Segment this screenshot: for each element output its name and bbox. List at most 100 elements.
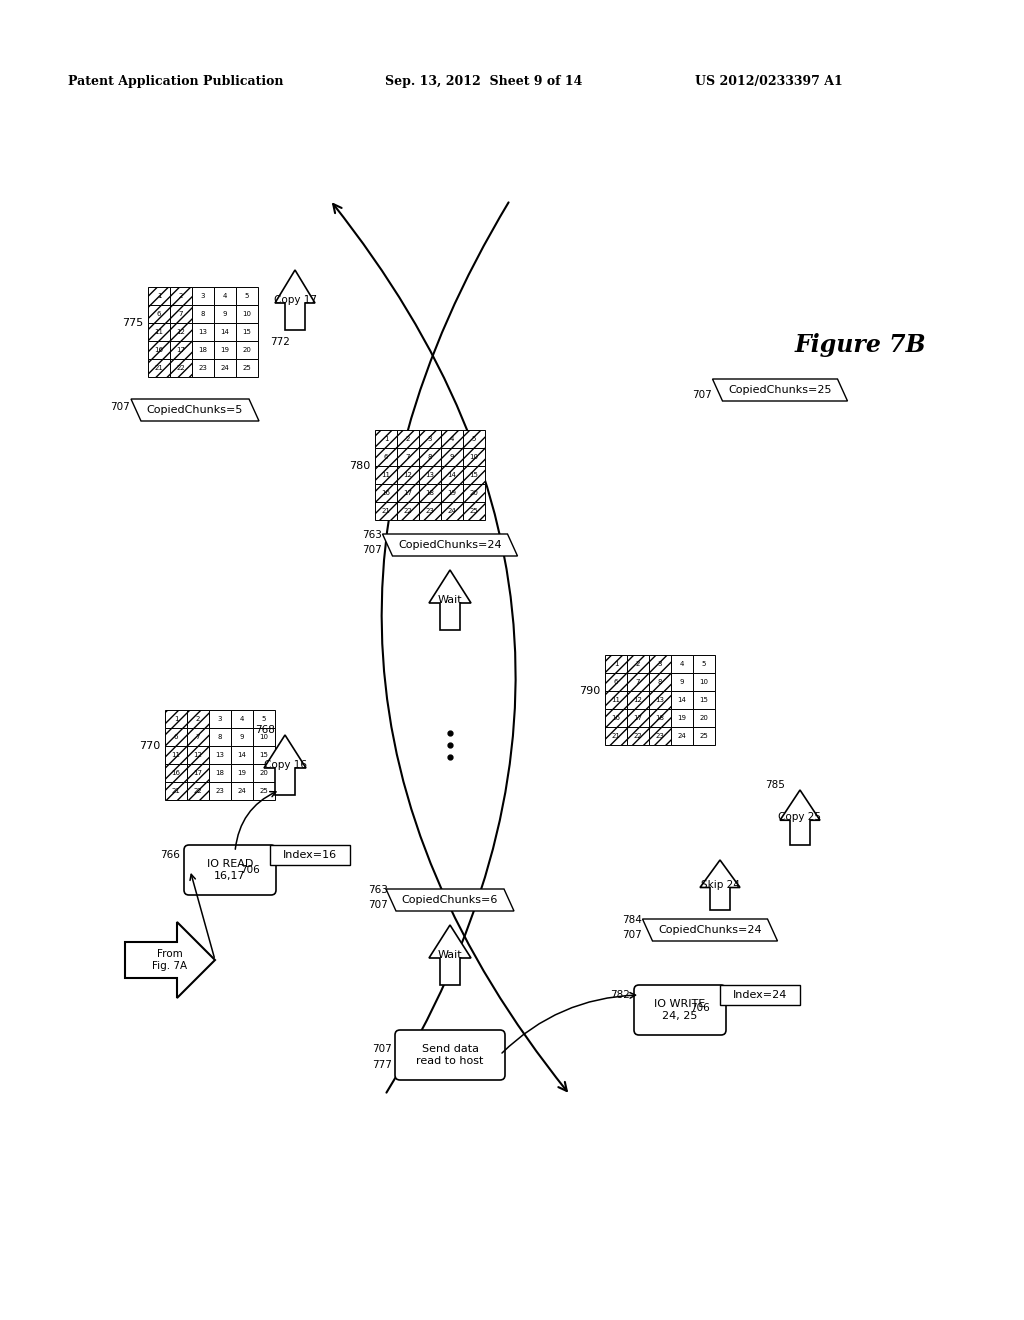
- Text: 707: 707: [373, 1044, 392, 1053]
- Text: Skip 24: Skip 24: [700, 880, 739, 890]
- Bar: [605, 673, 627, 690]
- Text: 9: 9: [240, 734, 245, 741]
- Bar: [419, 447, 441, 466]
- Text: 25: 25: [260, 788, 268, 795]
- Bar: [170, 305, 193, 323]
- Text: 24: 24: [678, 733, 686, 739]
- Text: 707: 707: [362, 545, 382, 554]
- Text: 19: 19: [238, 770, 247, 776]
- Text: 8: 8: [657, 678, 663, 685]
- Bar: [419, 502, 441, 520]
- Bar: [649, 673, 671, 690]
- Bar: [605, 727, 627, 744]
- Bar: [231, 729, 253, 746]
- Text: 14: 14: [220, 329, 229, 335]
- Bar: [605, 655, 627, 673]
- Text: 9: 9: [680, 678, 684, 685]
- FancyBboxPatch shape: [395, 1030, 505, 1080]
- Text: 6: 6: [174, 734, 178, 741]
- Text: 3: 3: [201, 293, 205, 300]
- FancyArrowPatch shape: [333, 205, 516, 1093]
- Bar: [649, 655, 671, 673]
- Text: US 2012/0233397 A1: US 2012/0233397 A1: [695, 75, 843, 88]
- Bar: [605, 690, 627, 709]
- Bar: [671, 690, 693, 709]
- Bar: [463, 447, 485, 466]
- Bar: [170, 305, 193, 323]
- Bar: [693, 655, 715, 673]
- Text: 7: 7: [179, 312, 183, 317]
- FancyBboxPatch shape: [634, 985, 726, 1035]
- Bar: [236, 341, 258, 359]
- Text: 24: 24: [238, 788, 247, 795]
- Text: 4: 4: [680, 661, 684, 667]
- Text: 2: 2: [406, 436, 411, 442]
- Bar: [209, 781, 231, 800]
- Bar: [193, 323, 214, 341]
- Text: 20: 20: [259, 770, 268, 776]
- Text: 2: 2: [636, 661, 640, 667]
- Bar: [649, 727, 671, 744]
- Bar: [187, 746, 209, 764]
- Text: 17: 17: [634, 715, 642, 721]
- Bar: [441, 447, 463, 466]
- Bar: [236, 323, 258, 341]
- Text: 21: 21: [172, 788, 180, 795]
- Bar: [236, 359, 258, 378]
- Polygon shape: [383, 535, 517, 556]
- FancyBboxPatch shape: [184, 845, 276, 895]
- Bar: [441, 502, 463, 520]
- Text: 14: 14: [678, 697, 686, 704]
- Text: 15: 15: [243, 329, 252, 335]
- Text: 706: 706: [690, 1003, 710, 1012]
- Bar: [671, 709, 693, 727]
- Text: Wait: Wait: [437, 950, 462, 960]
- Text: 22: 22: [403, 508, 413, 513]
- Bar: [627, 673, 649, 690]
- Bar: [397, 447, 419, 466]
- Bar: [187, 729, 209, 746]
- Polygon shape: [386, 888, 514, 911]
- Bar: [419, 466, 441, 484]
- Text: 19: 19: [678, 715, 686, 721]
- Bar: [441, 466, 463, 484]
- Polygon shape: [780, 789, 820, 845]
- Bar: [441, 484, 463, 502]
- Text: 3: 3: [218, 715, 222, 722]
- Text: 782: 782: [610, 990, 630, 1001]
- Bar: [649, 727, 671, 744]
- Bar: [170, 286, 193, 305]
- Bar: [209, 710, 231, 729]
- Bar: [236, 305, 258, 323]
- Bar: [649, 690, 671, 709]
- Text: 21: 21: [382, 508, 390, 513]
- Bar: [170, 341, 193, 359]
- Text: CopiedChunks=25: CopiedChunks=25: [728, 385, 831, 395]
- Bar: [397, 502, 419, 520]
- Bar: [170, 359, 193, 378]
- Bar: [463, 430, 485, 447]
- Bar: [627, 673, 649, 690]
- Bar: [148, 323, 170, 341]
- Bar: [627, 727, 649, 744]
- Bar: [397, 447, 419, 466]
- Bar: [253, 729, 275, 746]
- Bar: [375, 430, 397, 447]
- Polygon shape: [642, 919, 777, 941]
- Bar: [627, 709, 649, 727]
- Bar: [165, 746, 187, 764]
- Text: 707: 707: [111, 403, 130, 412]
- Polygon shape: [713, 379, 848, 401]
- Text: 13: 13: [426, 473, 434, 478]
- Bar: [605, 709, 627, 727]
- Bar: [693, 673, 715, 690]
- Bar: [693, 690, 715, 709]
- Bar: [671, 673, 693, 690]
- Bar: [165, 781, 187, 800]
- Text: 13: 13: [655, 697, 665, 704]
- Text: 11: 11: [171, 752, 180, 758]
- Text: 7: 7: [636, 678, 640, 685]
- Bar: [253, 746, 275, 764]
- Bar: [441, 447, 463, 466]
- Text: 706: 706: [241, 865, 260, 875]
